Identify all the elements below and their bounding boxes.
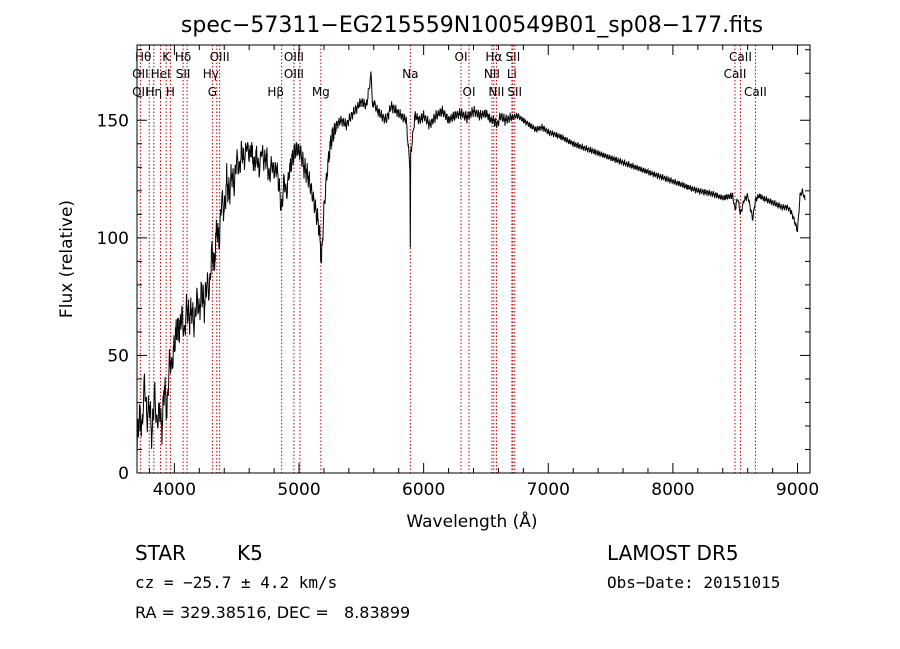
x-tick-label: 6000 xyxy=(402,480,445,500)
line-label-4: OIII xyxy=(284,50,304,64)
line-label-3: OIII xyxy=(210,50,230,64)
line-label-18: OII xyxy=(132,85,149,99)
line-label-22: Hβ xyxy=(267,85,284,99)
object-type: STAR xyxy=(135,541,186,565)
y-tick-label: 50 xyxy=(107,346,129,366)
line-label-11: SII xyxy=(176,67,191,81)
line-label-16: Li xyxy=(507,67,517,81)
line-label-17: CaII xyxy=(724,67,747,81)
x-tick-label: 4000 xyxy=(153,480,196,500)
line-label-9: OII xyxy=(132,67,149,81)
x-tick-label: 5000 xyxy=(277,480,320,500)
y-tick-label: 0 xyxy=(118,464,129,484)
spectrum-line-group xyxy=(136,71,806,458)
line-label-15: NII xyxy=(484,67,500,81)
line-marker-group xyxy=(139,45,756,473)
line-label-13: OIII xyxy=(284,67,304,81)
redshift-value: cz = −25.7 ± 4.2 km/s xyxy=(135,573,338,592)
line-label-group: Hθ K Hδ OIII OIII OI Hα SII CaII OII HeI SII Hγ OIII N… xyxy=(132,50,767,99)
coordinates: RA = 329.38516, DEC = 8.83899 xyxy=(135,603,411,622)
line-label-1: K xyxy=(162,50,171,64)
y-tick-label: 100 xyxy=(97,229,129,249)
line-label-8: CaII xyxy=(729,50,752,64)
line-label-2: Hδ xyxy=(175,50,191,64)
line-label-14: Na xyxy=(402,67,418,81)
chart-title: spec−57311−EG215559N100549B01_sp08−177.f… xyxy=(181,13,763,38)
survey-name: LAMOST DR5 xyxy=(607,541,739,565)
line-label-25: NII xyxy=(488,85,504,99)
line-label-21: G xyxy=(208,85,217,99)
x-tick-label: 9000 xyxy=(776,480,819,500)
y-tick-label: 150 xyxy=(97,111,129,131)
line-label-19: Hη xyxy=(146,85,163,99)
plot-frame xyxy=(136,44,811,474)
spectral-subclass: K5 xyxy=(237,541,263,565)
x-tick-label: 8000 xyxy=(651,480,694,500)
line-label-23: Mg xyxy=(312,85,330,99)
line-label-27: CaII xyxy=(744,85,767,99)
line-label-26: SII xyxy=(507,85,522,99)
line-label-10: HeI xyxy=(151,67,171,81)
x-tick-label: 7000 xyxy=(527,480,570,500)
line-label-5: OI xyxy=(455,50,468,64)
observation-date: Obs−Date: 20151015 xyxy=(607,573,781,592)
spectrum-line xyxy=(136,71,806,458)
y-axis: 0 50 100 150 xyxy=(97,49,810,484)
y-axis-label: Flux (relative) xyxy=(57,200,77,318)
line-label-7: SII xyxy=(506,50,521,64)
line-label-6: Hα xyxy=(485,50,502,64)
x-axis-label: Wavelength (Å) xyxy=(406,510,537,532)
line-label-12: Hγ xyxy=(203,67,219,81)
line-label-0: Hθ xyxy=(135,50,151,64)
line-label-20: H xyxy=(166,85,175,99)
line-label-24: OI xyxy=(463,85,476,99)
x-axis: 4000 5000 6000 7000 8000 9000 xyxy=(148,45,819,500)
